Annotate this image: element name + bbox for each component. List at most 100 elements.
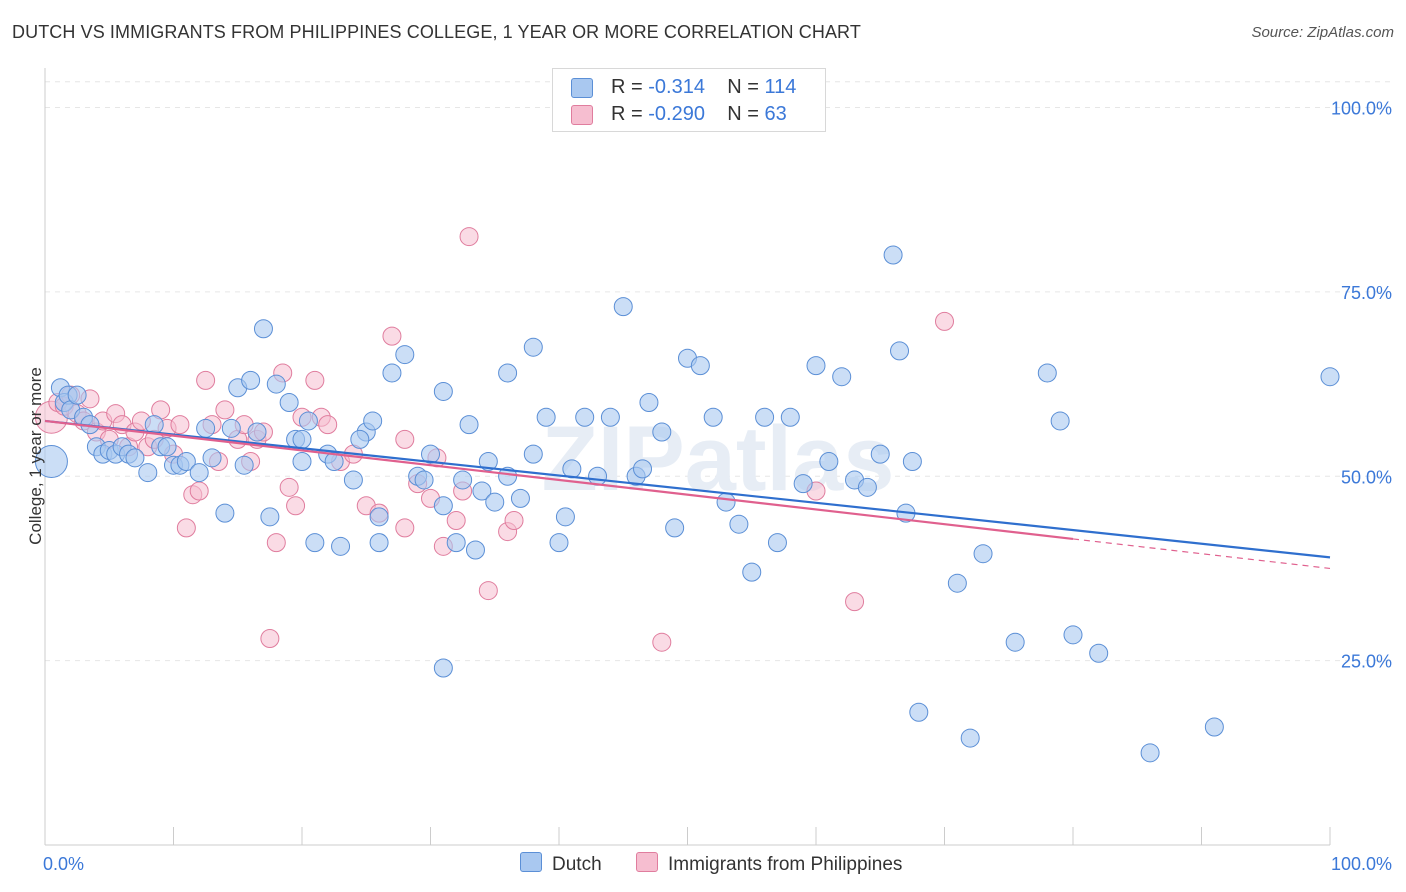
point-dutch [459, 415, 479, 435]
n-value-dutch: 114 [764, 76, 797, 98]
x-tick-label: 100.0% [1331, 854, 1392, 874]
point-dutch [523, 444, 543, 464]
point-dutch [665, 518, 685, 538]
point-dutch [1204, 717, 1224, 737]
point-dutch [633, 459, 653, 479]
point-dutch [363, 411, 383, 431]
point-dutch [639, 393, 659, 412]
point-philippines [266, 533, 286, 553]
point-dutch [157, 437, 177, 457]
r-value-philippines: -0.290 [648, 103, 705, 125]
legend-label-philippines: Immigrants from Philippines [668, 854, 903, 875]
point-dutch [767, 533, 787, 553]
point-philippines [305, 370, 325, 390]
point-dutch [960, 728, 980, 748]
point-dutch [806, 356, 826, 376]
source-credit: Source: ZipAtlas.com [1251, 24, 1394, 41]
point-dutch [755, 407, 775, 427]
point-dutch [292, 429, 312, 449]
point-dutch [793, 474, 813, 494]
point-dutch [549, 533, 569, 553]
dutch-swatch [571, 78, 593, 98]
point-dutch [780, 407, 800, 427]
point-philippines [286, 496, 306, 516]
point-dutch [176, 452, 196, 471]
point-dutch [973, 544, 993, 564]
point-philippines [279, 477, 299, 497]
trend-lines [44, 419, 1331, 570]
point-dutch [215, 503, 235, 523]
point-dutch [433, 381, 453, 401]
point-dutch [260, 507, 280, 527]
point-philippines [382, 326, 402, 346]
x-tick-label: 0.0% [43, 854, 84, 874]
y-tick-label: 50.0% [1341, 467, 1392, 487]
point-dutch [465, 540, 485, 560]
point-dutch [138, 463, 158, 483]
point-philippines [478, 581, 498, 601]
point-dutch [1320, 367, 1340, 387]
y-tick-label: 25.0% [1341, 652, 1392, 672]
stats-legend: R = -0.314 N = 114 R = -0.290 N = 63 [552, 68, 826, 132]
point-dutch [510, 488, 530, 508]
point-dutch [189, 463, 209, 483]
point-dutch [369, 507, 389, 527]
point-dutch [716, 492, 736, 512]
point-dutch [453, 470, 473, 490]
point-philippines [395, 429, 415, 449]
point-dutch [241, 370, 261, 390]
r-value-dutch: -0.314 [648, 76, 705, 98]
point-dutch [1050, 411, 1070, 431]
point-dutch [1089, 643, 1109, 663]
point-dutch [433, 658, 453, 678]
point-dutch [613, 297, 633, 317]
point-dutch [703, 407, 723, 427]
chart-title: DUTCH VS IMMIGRANTS FROM PHILIPPINES COL… [12, 22, 861, 42]
r-label: R = [611, 76, 649, 98]
n-label: N = [727, 76, 765, 98]
legend-item-philippines: Immigrants from Philippines [636, 852, 902, 876]
point-dutch [343, 470, 363, 490]
point-dutch [279, 393, 299, 412]
point-dutch [298, 411, 318, 431]
point-dutch [690, 356, 710, 376]
point-philippines [845, 592, 865, 612]
trend-line-philippines [44, 419, 1074, 541]
point-dutch [652, 422, 672, 442]
point-dutch [67, 385, 87, 405]
point-dutch [253, 319, 273, 339]
point-philippines [318, 415, 338, 435]
dutch-legend-swatch [520, 852, 542, 872]
point-dutch [305, 533, 325, 553]
point-dutch [902, 452, 922, 471]
y-tick-label: 100.0% [1331, 99, 1392, 119]
point-dutch [890, 341, 910, 361]
point-dutch [221, 418, 241, 438]
legend-item-dutch: Dutch [520, 852, 602, 876]
point-dutch [369, 533, 389, 553]
point-philippines [935, 311, 954, 331]
series-dutch-points [34, 245, 1340, 763]
point-philippines [176, 518, 196, 538]
point-philippines [652, 632, 672, 652]
point-dutch [498, 466, 518, 486]
n-value-philippines: 63 [764, 103, 787, 125]
point-dutch [832, 367, 852, 387]
point-dutch [247, 422, 267, 442]
point-philippines [446, 511, 466, 530]
point-dutch [395, 345, 415, 365]
point-philippines [215, 400, 235, 420]
point-dutch [331, 536, 351, 556]
point-philippines [504, 511, 524, 530]
point-philippines [260, 629, 280, 648]
point-dutch [234, 455, 254, 475]
point-philippines [196, 370, 216, 390]
point-philippines [395, 518, 415, 538]
point-dutch [819, 452, 839, 471]
point-dutch [202, 448, 222, 468]
point-dutch [1037, 363, 1057, 383]
legend-label-dutch: Dutch [552, 854, 602, 875]
point-dutch [382, 363, 402, 383]
point-dutch [857, 477, 877, 497]
